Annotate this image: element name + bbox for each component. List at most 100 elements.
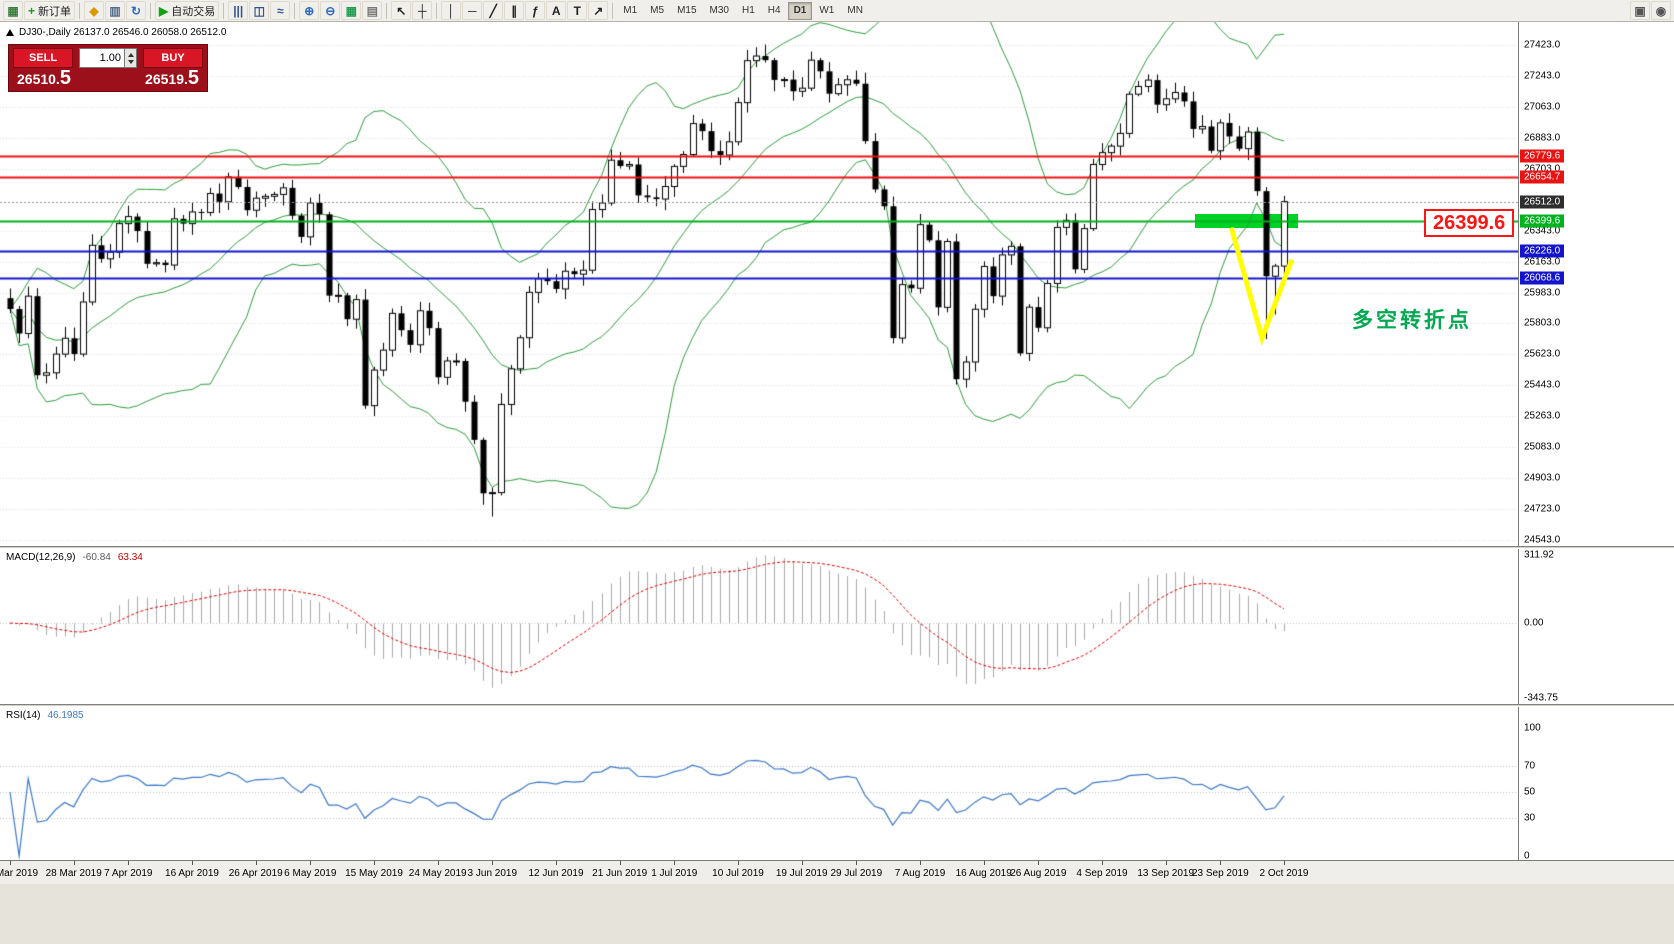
data-window-button[interactable]: ▥ (105, 1, 126, 20)
tile-windows-button[interactable]: ▤ (362, 1, 383, 20)
volume-spinner (125, 48, 137, 68)
crosshair-button[interactable]: ┼ (412, 1, 433, 20)
indicators-button[interactable]: ▣ (1630, 1, 1650, 20)
buy-price: 26519.5 (145, 68, 199, 88)
vertical-line-button[interactable]: │ (441, 1, 462, 20)
autotrading-button[interactable]: ▶ 自动交易 (155, 1, 220, 20)
hline-price-tag: 26068.6 (1520, 271, 1565, 285)
date-axis-label: 3 Jun 2019 (467, 868, 518, 879)
price-chart-canvas[interactable] (0, 22, 1518, 546)
date-tick-mark (128, 861, 129, 865)
price-axis-label: 25443.0 (1524, 379, 1561, 391)
timeframe-w1-button[interactable]: W1 (813, 2, 840, 20)
candlestick-mode-icon: ◫ (253, 3, 265, 18)
new-order-button[interactable]: + 新订单 (24, 1, 76, 20)
date-axis-label: 16 Aug 2019 (955, 868, 1012, 879)
candlestick-mode-button[interactable]: ◫ (249, 1, 270, 20)
date-axis-label: 4 Sep 2019 (1076, 868, 1128, 879)
date-axis-label: 13 Sep 2019 (1137, 868, 1195, 879)
date-axis-label: 2 Oct 2019 (1259, 868, 1309, 879)
toolbar-separator (612, 2, 614, 19)
price-axis-label: 25803.0 (1524, 317, 1561, 329)
price-axis-label: 26703.0 (1524, 163, 1561, 175)
timeframe-m5-button[interactable]: M5 (644, 2, 670, 20)
tile-windows-icon: ▤ (366, 3, 378, 18)
refresh-icon: ↻ (130, 3, 142, 18)
vertical-line-icon: │ (447, 3, 456, 18)
rsi-panel[interactable]: RSI(14) 46.1985 (0, 707, 1518, 860)
timeframe-mn-button[interactable]: MN (841, 2, 869, 20)
price-axis-label: 26343.0 (1524, 225, 1561, 237)
sell-button[interactable]: SELL (13, 48, 73, 68)
turning-point-annotation[interactable]: 多空转折点 (1352, 309, 1472, 332)
zoom-in-button[interactable]: ⊕ (299, 1, 320, 20)
price-axis[interactable]: 27423.0 27243.0 27063.0 26883.0 26703.0 26343… (1518, 22, 1674, 546)
grid-button[interactable]: ▦ (341, 1, 362, 20)
macd-name: MACD(12,26,9) (6, 552, 76, 563)
autotrading-button-label: 自动交易 (171, 5, 216, 18)
bar-chart-mode-button[interactable]: ||| (228, 1, 249, 20)
timeframe-h4-button[interactable]: H4 (762, 2, 787, 20)
arrow-tool-icon: ↗ (593, 3, 604, 18)
autotrading-icon: ▶ (159, 3, 169, 18)
date-axis-label: 10 Jul 2019 (712, 868, 764, 879)
data-window-icon: ▥ (109, 3, 121, 18)
rsi-axis-label: 100 (1524, 722, 1541, 734)
line-chart-mode-button[interactable]: ≈ (270, 1, 291, 20)
grid-icon: ▦ (345, 3, 357, 18)
price-chart-panel[interactable]: DJ30-,Daily 26137.0 26546.0 26058.0 2651… (0, 22, 1518, 546)
indicators-icon: ▣ (1634, 3, 1646, 18)
toolbar-separator (386, 2, 388, 19)
toolbar-separator (79, 2, 81, 19)
new-chart-button[interactable]: ▦ (3, 1, 23, 20)
timeframe-m1-button[interactable]: M1 (617, 2, 643, 20)
profiles-icon: ◆ (89, 3, 99, 18)
zoom-out-button[interactable]: ⊖ (320, 1, 341, 20)
rsi-axis-label: 0 (1524, 850, 1530, 861)
volume-input[interactable] (79, 48, 125, 68)
date-tick-mark (1102, 861, 1103, 865)
rsi-axis[interactable]: 100 70 50 30 0 (1518, 707, 1674, 860)
cursor-button[interactable]: ↖ (391, 1, 412, 20)
current-price-tag: 26512.0 (1520, 195, 1565, 209)
macd-axis-label: 311.92 (1524, 549, 1554, 561)
price-axis-label: 27063.0 (1524, 101, 1561, 113)
date-axis-label: 21 Jun 2019 (592, 868, 648, 879)
text-button[interactable]: A (546, 1, 567, 20)
volume-increase-button[interactable] (127, 52, 134, 57)
price-callout-box[interactable]: 26399.6 (1424, 209, 1515, 237)
macd-canvas[interactable] (0, 549, 1518, 704)
window-separator[interactable] (0, 704, 1674, 707)
macd-axis-label: -343.75 (1524, 692, 1558, 704)
rsi-axis-label: 30 (1524, 812, 1536, 824)
price-axis-label: 27423.0 (1524, 39, 1561, 51)
fibonacci-button[interactable]: ƒ (525, 1, 546, 20)
date-tick-mark (374, 861, 375, 865)
bottom-area (0, 884, 1674, 944)
timeframe-h1-button[interactable]: H1 (736, 2, 761, 20)
volume-decrease-button[interactable] (127, 59, 134, 64)
buy-button[interactable]: BUY (143, 48, 203, 68)
hline-price-tag: 26654.7 (1520, 170, 1565, 184)
refresh-button[interactable]: ↻ (126, 1, 147, 20)
macd-panel[interactable]: MACD(12,26,9) -60.84 63.34 (0, 549, 1518, 704)
trendline-button[interactable]: ╱ (483, 1, 504, 20)
rsi-canvas[interactable] (0, 707, 1518, 860)
date-axis-label: 26 Aug 2019 (1010, 868, 1067, 879)
profiles-button[interactable]: ◆ (84, 1, 105, 20)
label-button[interactable]: T (567, 1, 588, 20)
arrow-tool-button[interactable]: ↗ (588, 1, 609, 20)
channel-button[interactable]: ∥ (504, 1, 525, 20)
settings-button[interactable]: ◉ (1651, 1, 1671, 20)
horizontal-line-button[interactable]: ─ (462, 1, 483, 20)
price-axis-label: 25623.0 (1524, 348, 1561, 360)
timeframe-m30-button[interactable]: M30 (704, 2, 735, 20)
window-separator[interactable] (0, 546, 1674, 549)
timeframe-m15-button[interactable]: M15 (671, 2, 702, 20)
macd-axis[interactable]: 311.92 0.00 -343.75 (1518, 549, 1674, 704)
date-axis-label: 7 Aug 2019 (894, 868, 946, 879)
timeframe-d1-button[interactable]: D1 (787, 1, 813, 20)
date-tick-mark (256, 861, 257, 865)
rsi-axis-label: 50 (1524, 786, 1536, 798)
